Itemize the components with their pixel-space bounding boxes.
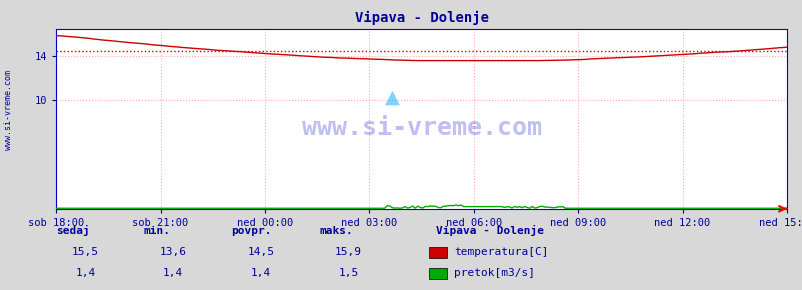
FancyBboxPatch shape bbox=[428, 268, 447, 279]
Text: maks.: maks. bbox=[319, 226, 353, 236]
Text: 1,4: 1,4 bbox=[163, 268, 183, 278]
Text: povpr.: povpr. bbox=[231, 226, 272, 236]
FancyBboxPatch shape bbox=[428, 246, 447, 258]
Text: www.si-vreme.com: www.si-vreme.com bbox=[4, 70, 13, 150]
Text: 14,5: 14,5 bbox=[247, 247, 274, 257]
Text: ▲: ▲ bbox=[384, 88, 399, 107]
Text: 1,4: 1,4 bbox=[250, 268, 270, 278]
Text: pretok[m3/s]: pretok[m3/s] bbox=[454, 269, 535, 278]
Text: 13,6: 13,6 bbox=[160, 247, 186, 257]
Text: sedaj: sedaj bbox=[56, 225, 90, 236]
Text: 1,4: 1,4 bbox=[75, 268, 95, 278]
Text: Vipava - Dolenje: Vipava - Dolenje bbox=[435, 225, 544, 236]
Text: 15,5: 15,5 bbox=[72, 247, 99, 257]
Text: temperatura[C]: temperatura[C] bbox=[454, 247, 549, 257]
Text: min.: min. bbox=[144, 226, 171, 236]
Text: 1,5: 1,5 bbox=[338, 268, 358, 278]
Text: 15,9: 15,9 bbox=[334, 247, 362, 257]
Text: www.si-vreme.com: www.si-vreme.com bbox=[302, 116, 541, 140]
Title: Vipava - Dolenje: Vipava - Dolenje bbox=[354, 11, 488, 25]
